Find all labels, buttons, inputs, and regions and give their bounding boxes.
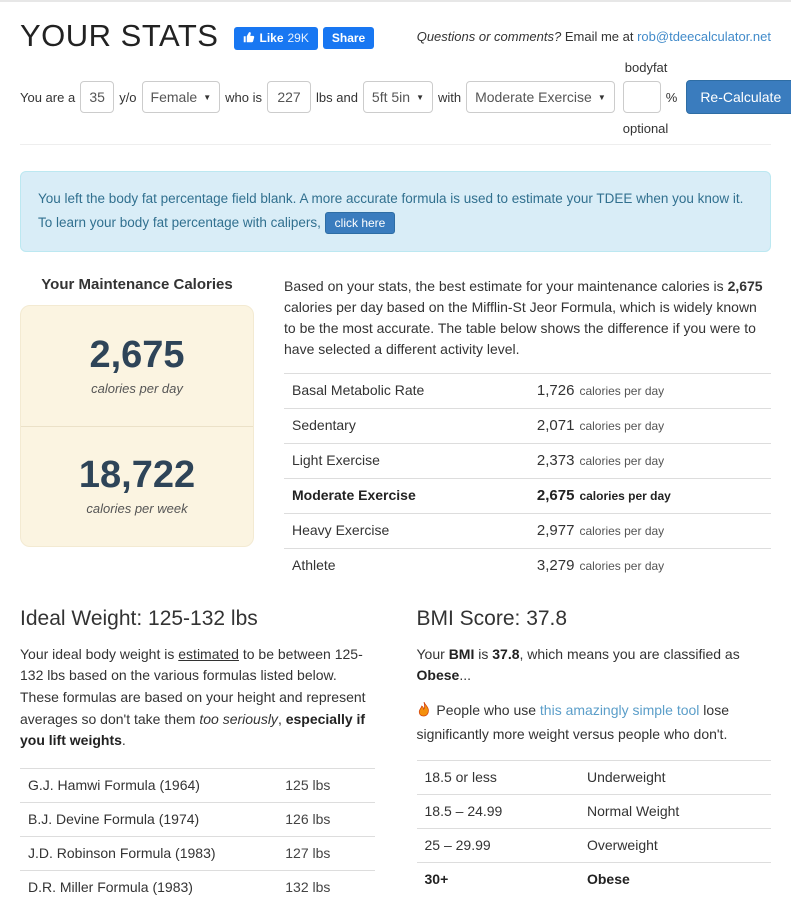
activity-select[interactable]: Moderate Exercise ▼: [466, 81, 615, 113]
chevron-down-icon: ▼: [416, 92, 424, 102]
table-row: Heavy Exercise 2,977 calories per day: [284, 512, 771, 548]
daily-calories: 2,675 calories per day: [21, 306, 253, 426]
fire-icon: [417, 701, 431, 724]
table-row-selected: 30+ Obese: [416, 862, 771, 896]
bottom-section: Ideal Weight: 125-132 lbs Your ideal bod…: [20, 607, 771, 904]
ideal-weight-paragraph: Your ideal body weight is estimated to b…: [20, 645, 366, 749]
table-row: 18.5 or less Underweight: [416, 760, 771, 794]
stats-form: You are a y/o Female ▼ who is lbs and 5f…: [20, 60, 791, 136]
optional-label: optional: [622, 121, 669, 136]
weekly-calories-value: 18,722: [78, 454, 196, 497]
gender-select[interactable]: Female ▼: [141, 81, 221, 113]
simple-tool-link[interactable]: this amazingly simple tool: [539, 701, 700, 718]
maintenance-details: Based on your stats, the best estimate f…: [284, 276, 771, 583]
table-row: 18.5 – 24.99 Normal Weight: [416, 794, 771, 828]
bmi-section: BMI Score: 37.8 Your BMI is 37.8, which …: [416, 606, 771, 904]
maintenance-heading: Your Maintenance Calories: [41, 275, 233, 293]
like-count: 29K: [287, 31, 309, 45]
click-here-button[interactable]: click here: [324, 212, 396, 235]
chevron-down-icon: ▼: [597, 92, 606, 102]
contact-line: Questions or comments? Email me at rob@t…: [417, 29, 771, 44]
bmi-promo: People who use this amazingly simple too…: [416, 701, 729, 742]
weekly-calories-unit: calories per week: [86, 501, 188, 517]
label-lbs-and: lbs and: [316, 89, 358, 105]
table-row: Light Exercise 2,373 calories per day: [284, 442, 771, 478]
height-value: 5ft 5in: [371, 89, 411, 105]
recalculate-button[interactable]: Re-Calculate: [686, 80, 791, 114]
estimated-underline: estimated: [178, 645, 239, 662]
label-with: with: [437, 89, 462, 105]
gender-value: Female: [150, 89, 198, 105]
label-yo: y/o: [119, 89, 137, 105]
header: YOUR STATS Like 29K Share Questions or c…: [20, 18, 771, 54]
thumbs-up-icon: [243, 31, 255, 46]
label-who-is: who is: [225, 89, 262, 105]
table-row: Sedentary 2,071 calories per day: [284, 407, 771, 443]
like-label: Like: [259, 31, 284, 45]
activity-value: Moderate Exercise: [475, 89, 592, 105]
bodyfat-group: bodyfat optional: [622, 60, 668, 136]
bmi-heading: BMI Score: 37.8: [416, 606, 568, 630]
activity-table: Basal Metabolic Rate 1,726 calories per …: [284, 372, 771, 583]
label-you-are-a: You are a: [20, 89, 76, 105]
page-title: YOUR STATS: [20, 18, 219, 53]
age-input[interactable]: [80, 81, 115, 113]
table-row-selected: Moderate Exercise 2,675 calories per day: [284, 477, 771, 513]
intro-calories-bold: 2,675: [727, 277, 763, 294]
alert-text: You left the body fat percentage field b…: [38, 191, 744, 231]
bodyfat-alert: You left the body fat percentage field b…: [20, 171, 771, 252]
bmi-table: 18.5 or less Underweight 18.5 – 24.99 No…: [416, 760, 771, 896]
bodyfat-label: bodyfat: [624, 60, 668, 75]
height-select[interactable]: 5ft 5in ▼: [362, 81, 433, 113]
table-row: J.D. Robinson Formula (1983) 127 lbs: [20, 836, 375, 870]
maintenance-section: Your Maintenance Calories 2,675 calories…: [20, 276, 771, 583]
contact-text: Email me at: [561, 28, 638, 44]
share-label: Share: [331, 31, 366, 45]
contact-question: Questions or comments?: [416, 28, 562, 44]
table-row: Athlete 3,279 calories per day: [284, 547, 771, 583]
table-row: Basal Metabolic Rate 1,726 calories per …: [284, 372, 771, 408]
ideal-weight-heading: Ideal Weight: 125-132 lbs: [20, 606, 258, 630]
intro-paragraph: Based on your stats, the best estimate f…: [284, 277, 763, 357]
daily-calories-value: 2,675: [89, 333, 185, 376]
header-divider: [20, 144, 771, 145]
table-row: 25 – 29.99 Overweight: [416, 828, 771, 862]
ideal-weight-table: G.J. Hamwi Formula (1964) 125 lbs B.J. D…: [20, 768, 375, 904]
chevron-down-icon: ▼: [203, 92, 212, 102]
facebook-buttons: Like 29K Share: [234, 26, 375, 50]
table-row: D.R. Miller Formula (1983) 132 lbs: [20, 870, 375, 904]
daily-calories-unit: calories per day: [91, 380, 183, 396]
table-row: G.J. Hamwi Formula (1964) 125 lbs: [20, 768, 375, 802]
weekly-calories: 18,722 calories per week: [21, 425, 253, 546]
table-row: B.J. Devine Formula (1974) 126 lbs: [20, 802, 375, 836]
maintenance-panel: Your Maintenance Calories 2,675 calories…: [20, 276, 254, 583]
ideal-weight-section: Ideal Weight: 125-132 lbs Your ideal bod…: [20, 607, 375, 904]
facebook-share-button[interactable]: Share: [322, 27, 375, 49]
weight-input[interactable]: [267, 81, 311, 113]
percent-sign: %: [665, 89, 678, 105]
bmi-paragraph: Your BMI is 37.8, which means you are cl…: [416, 645, 740, 684]
bodyfat-input[interactable]: [622, 81, 661, 113]
calorie-box: 2,675 calories per day 18,722 calories p…: [20, 304, 254, 547]
facebook-like-button[interactable]: Like 29K: [234, 26, 318, 50]
email-link[interactable]: rob@tdeecalculator.net: [637, 28, 771, 44]
